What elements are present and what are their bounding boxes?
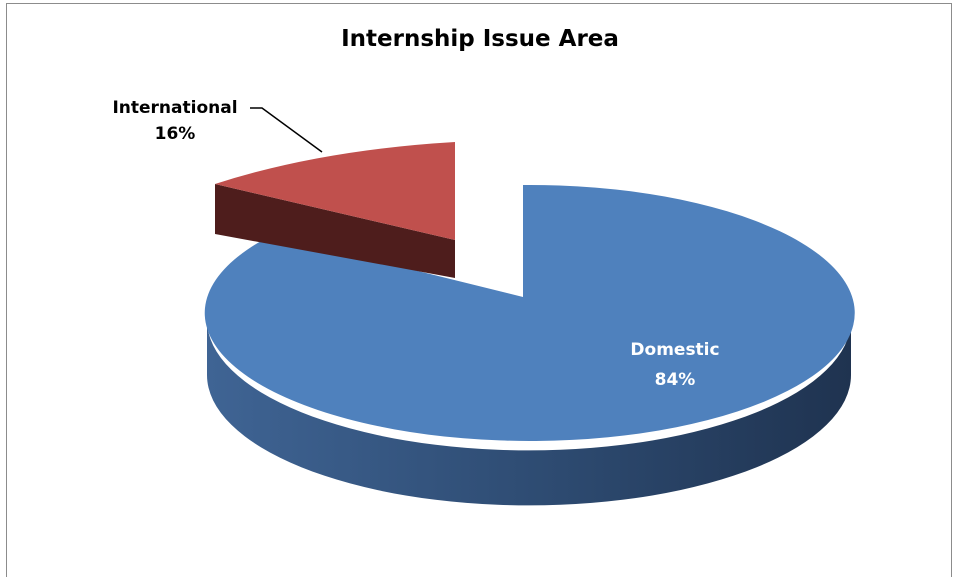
pie-slice-international-side	[215, 184, 455, 278]
slice-label-domestic-value: 84%	[655, 370, 696, 390]
pie-slice-domestic-top	[204, 184, 855, 441]
leader-line-international	[250, 107, 323, 153]
slice-label-international-value: 16%	[155, 124, 196, 144]
pie-slice-domestic	[204, 184, 855, 506]
pie-slice-international	[215, 142, 455, 278]
pie-slice-international-top	[215, 142, 455, 240]
slice-label-international-name: International	[112, 98, 237, 118]
chart-title: Internship Issue Area	[341, 26, 619, 52]
slice-label-domestic-name: Domestic	[630, 340, 719, 360]
pie-slice-domestic-side	[207, 320, 851, 506]
